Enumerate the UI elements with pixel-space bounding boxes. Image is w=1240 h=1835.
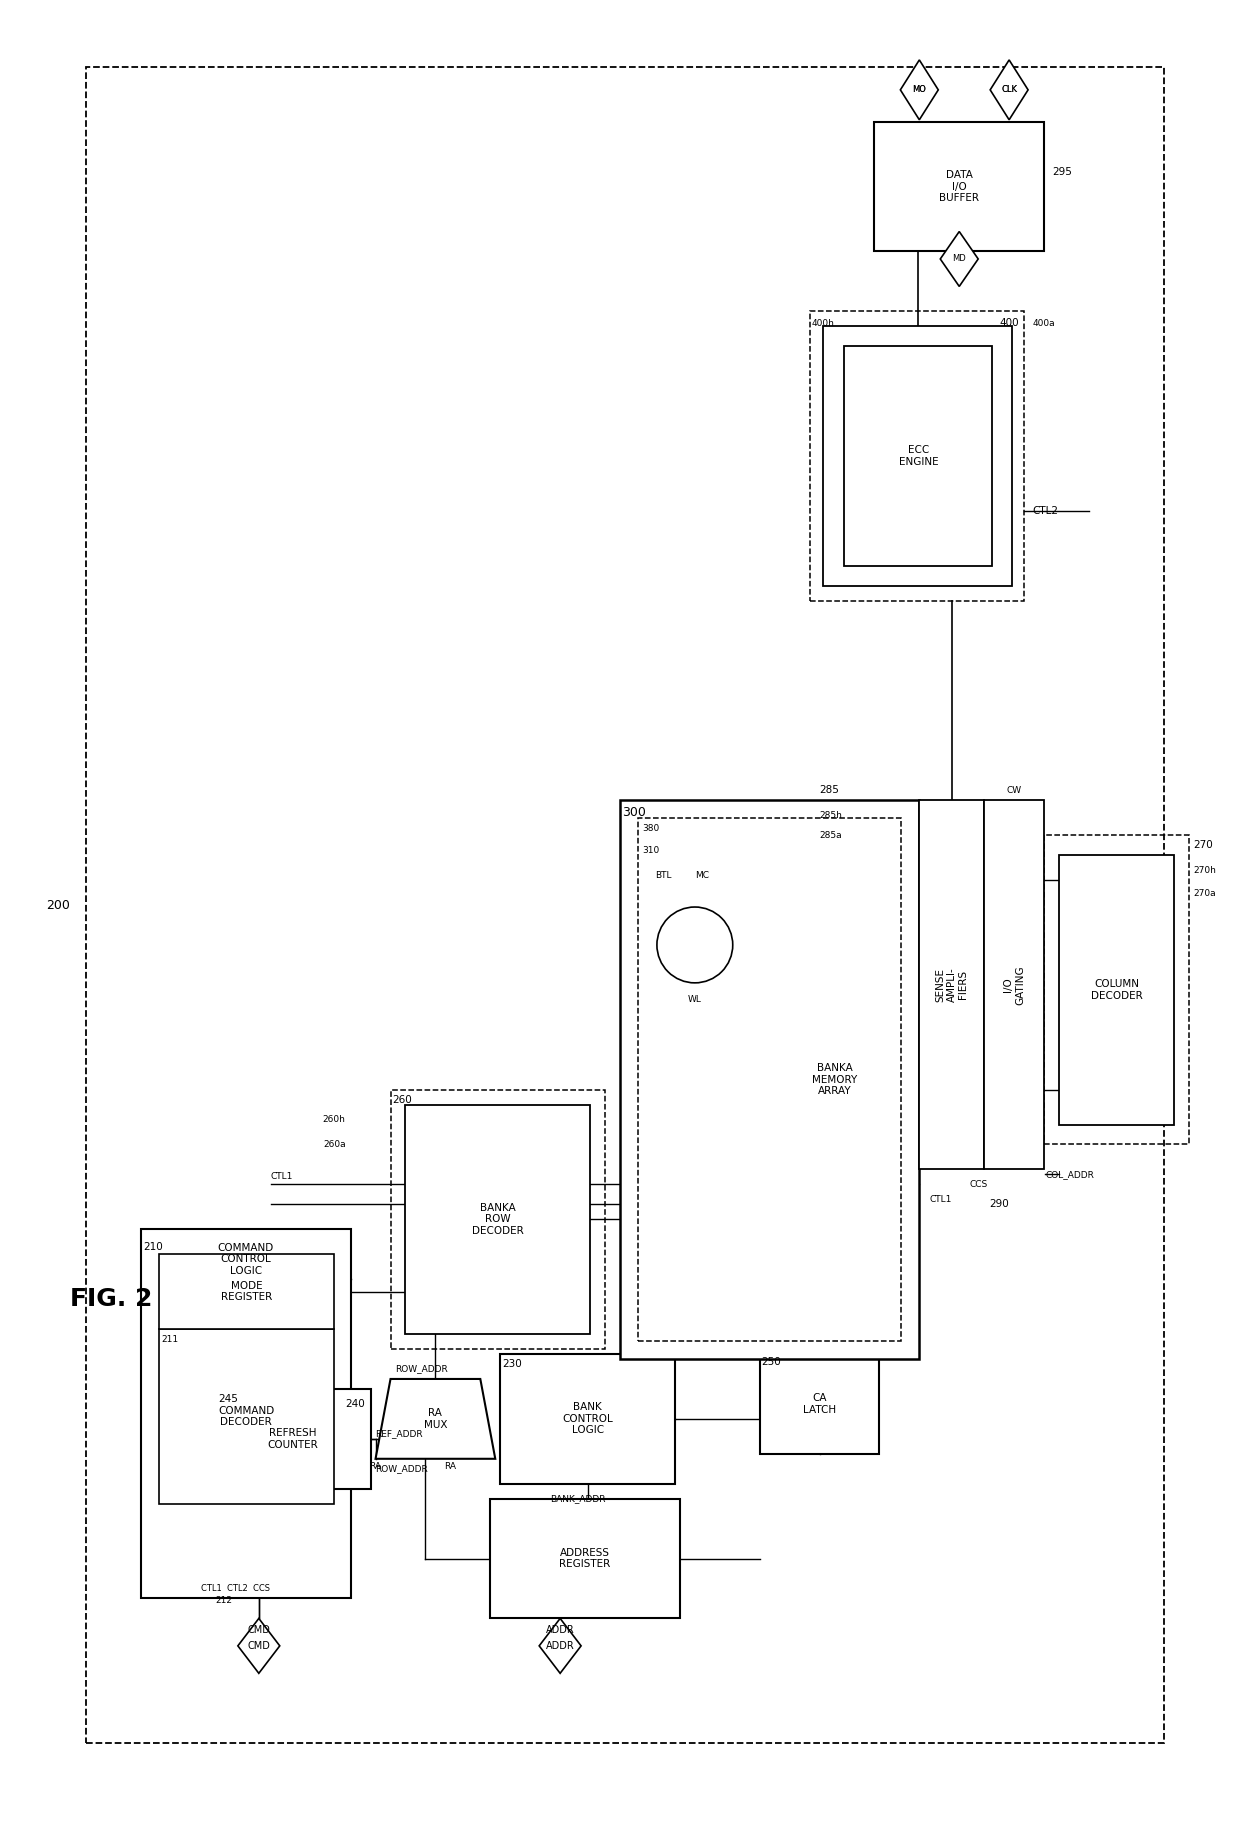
Text: COL_ADDR: COL_ADDR <box>1045 1171 1094 1178</box>
Text: COLUMN
DECODER: COLUMN DECODER <box>1090 980 1142 1000</box>
Text: ADDR: ADDR <box>546 1640 574 1652</box>
Text: ADDRESS
REGISTER: ADDRESS REGISTER <box>559 1547 611 1569</box>
Text: CMD: CMD <box>247 1626 270 1635</box>
Text: 240: 240 <box>346 1398 366 1409</box>
Text: BANK
CONTROL
LOGIC: BANK CONTROL LOGIC <box>562 1402 613 1435</box>
Text: SENSE
AMPLI-
FIERS: SENSE AMPLI- FIERS <box>935 967 968 1002</box>
Text: 270a: 270a <box>1194 888 1216 897</box>
Polygon shape <box>940 231 978 286</box>
Text: 400: 400 <box>999 317 1019 328</box>
Bar <box>141 1229 351 1598</box>
Text: ECC
ENGINE: ECC ENGINE <box>899 446 939 466</box>
Bar <box>760 1354 879 1453</box>
Bar <box>391 1090 605 1349</box>
Text: 400h: 400h <box>811 319 835 328</box>
Bar <box>1044 835 1189 1145</box>
Text: BANKA
ROW
DECODER: BANKA ROW DECODER <box>472 1202 523 1237</box>
Text: CTL1: CTL1 <box>270 1173 293 1182</box>
Text: 295: 295 <box>1052 167 1071 176</box>
Text: 260: 260 <box>393 1095 412 1105</box>
Text: 380: 380 <box>642 824 660 833</box>
Text: CA
LATCH: CA LATCH <box>804 1393 836 1415</box>
Text: 270h: 270h <box>1194 866 1216 875</box>
Text: 200: 200 <box>46 899 71 912</box>
Bar <box>620 800 919 1360</box>
Bar <box>159 1255 334 1329</box>
Bar <box>1059 855 1174 1125</box>
Text: 230: 230 <box>502 1360 522 1369</box>
Text: ROW_ADDR: ROW_ADDR <box>396 1365 448 1373</box>
Text: 285a: 285a <box>820 831 842 840</box>
Text: MD: MD <box>952 255 966 264</box>
Text: ADDR: ADDR <box>546 1626 574 1635</box>
Polygon shape <box>539 1618 582 1674</box>
Bar <box>405 1105 590 1334</box>
Text: CLK: CLK <box>1001 86 1017 94</box>
Text: 210: 210 <box>143 1242 162 1251</box>
Text: CMD: CMD <box>247 1640 270 1652</box>
Bar <box>500 1354 675 1485</box>
Text: REF_ADDR: REF_ADDR <box>376 1429 423 1439</box>
Bar <box>637 818 901 1341</box>
Text: MODE
REGISTER: MODE REGISTER <box>221 1281 272 1303</box>
Bar <box>822 327 1012 585</box>
Text: MO: MO <box>913 86 926 94</box>
Text: MO: MO <box>913 86 926 94</box>
Bar <box>874 121 1044 251</box>
Text: CCS: CCS <box>970 1180 987 1189</box>
Text: CLK: CLK <box>1001 86 1017 94</box>
Bar <box>159 1329 334 1503</box>
Text: CTL1  CTL2  CCS: CTL1 CTL2 CCS <box>201 1584 270 1593</box>
Text: BANK_ADDR: BANK_ADDR <box>549 1494 605 1503</box>
Text: 285h: 285h <box>820 811 842 820</box>
Bar <box>216 1389 371 1488</box>
Text: CTL2: CTL2 <box>1032 506 1058 516</box>
Text: WL: WL <box>688 995 702 1004</box>
Text: RA: RA <box>370 1462 382 1472</box>
Text: I/O
GATING: I/O GATING <box>1003 965 1025 1004</box>
Bar <box>810 312 1024 600</box>
Text: REFRESH
COUNTER: REFRESH COUNTER <box>268 1428 319 1450</box>
Text: COMMAND
CONTROL
LOGIC: COMMAND CONTROL LOGIC <box>218 1242 274 1275</box>
Text: BANKA
MEMORY
ARRAY: BANKA MEMORY ARRAY <box>812 1062 857 1095</box>
Text: 260a: 260a <box>322 1140 346 1149</box>
Text: RA: RA <box>444 1462 456 1472</box>
Text: CTL1: CTL1 <box>929 1195 951 1204</box>
Text: BTL: BTL <box>655 870 671 879</box>
Text: 260h: 260h <box>322 1116 346 1125</box>
Text: 290: 290 <box>990 1200 1009 1209</box>
Text: 400a: 400a <box>1032 319 1055 328</box>
Text: MC: MC <box>694 870 709 879</box>
Bar <box>490 1499 680 1618</box>
Polygon shape <box>991 61 1028 119</box>
Bar <box>919 800 985 1169</box>
Text: 250: 250 <box>761 1358 781 1367</box>
Text: ROW_ADDR: ROW_ADDR <box>376 1464 428 1474</box>
Text: 285: 285 <box>820 785 839 795</box>
Text: 270: 270 <box>1194 840 1214 850</box>
Text: 211: 211 <box>161 1334 179 1343</box>
Text: FIG. 2: FIG. 2 <box>69 1286 153 1312</box>
Text: COMMAND
DECODER: COMMAND DECODER <box>218 1406 274 1428</box>
Bar <box>87 66 1164 1743</box>
Polygon shape <box>900 61 939 119</box>
Polygon shape <box>376 1378 495 1459</box>
Text: RA
MUX: RA MUX <box>424 1407 448 1429</box>
Text: 245: 245 <box>218 1395 238 1404</box>
Text: DATA
I/O
BUFFER: DATA I/O BUFFER <box>939 171 980 204</box>
Polygon shape <box>238 1618 280 1674</box>
Text: 212: 212 <box>215 1596 232 1606</box>
Circle shape <box>657 906 733 984</box>
Text: CW: CW <box>1007 785 1022 795</box>
Text: 310: 310 <box>642 846 660 855</box>
Text: 300: 300 <box>622 806 646 818</box>
Bar <box>985 800 1044 1169</box>
Bar <box>844 347 992 565</box>
